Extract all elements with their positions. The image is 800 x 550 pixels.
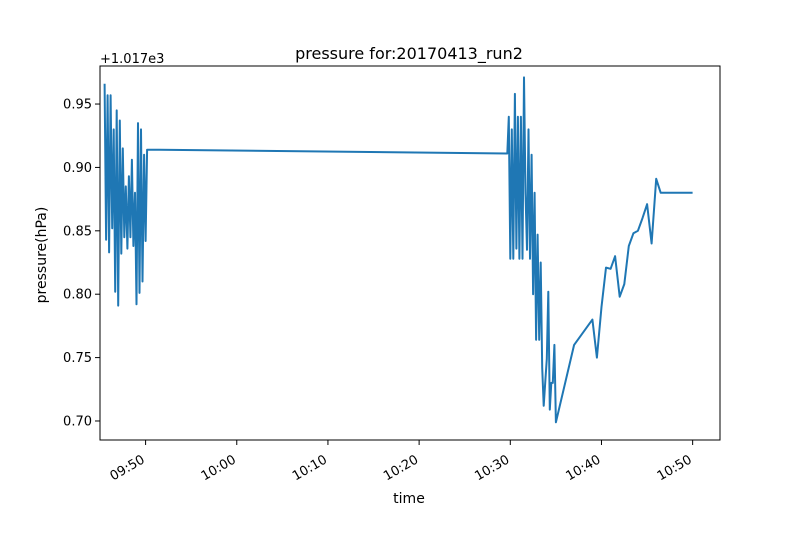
chart-title: pressure for:20170413_run2 (295, 44, 523, 64)
y-axis-label: pressure(hPa) (34, 207, 50, 304)
y-offset-label: +1.017e3 (100, 52, 164, 67)
x-tick-label: 10:40 (564, 452, 604, 484)
y-tick-label: 0.90 (63, 161, 92, 176)
y-tick-label: 0.95 (63, 98, 92, 113)
x-tick-label: 10:20 (381, 452, 421, 484)
axes-group: 0.70 0.75 0.80 0.85 0.90 0.95 09:50 10:00 10:10 1… (63, 65, 721, 484)
y-tick-label: 0.75 (63, 351, 92, 366)
plot-frame (99, 65, 721, 441)
y-tick-label: 0.70 (63, 414, 92, 429)
x-axis-label: time (393, 491, 425, 507)
x-tick-label: 10:00 (199, 452, 239, 484)
x-tick-label: 09:50 (108, 452, 148, 484)
x-tick-label: 10:30 (472, 452, 512, 484)
x-tick-label: 10:10 (290, 452, 330, 484)
y-tick-label: 0.85 (63, 224, 92, 239)
series-group (103, 76, 693, 424)
y-tick-label: 0.80 (63, 288, 92, 303)
x-tick-label: 10:50 (655, 452, 695, 484)
pressure-series-line (103, 76, 693, 424)
